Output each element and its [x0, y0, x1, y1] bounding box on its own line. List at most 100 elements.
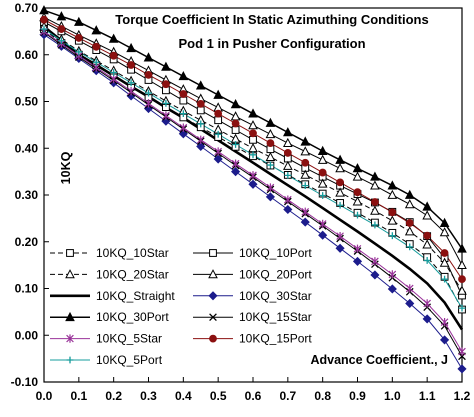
data-point [352, 196, 363, 206]
data-point [387, 215, 398, 225]
data-point [178, 70, 189, 81]
y-tick-label: 0.20 [15, 235, 39, 249]
data-point [127, 61, 135, 69]
data-point [284, 171, 292, 179]
data-point [335, 163, 345, 173]
data-point [92, 42, 101, 51]
legend-marker [209, 313, 217, 322]
legend-marker [208, 291, 218, 301]
data-point [318, 230, 328, 240]
legend-label: 10KQ_20Star [96, 267, 169, 281]
legend-marker [208, 269, 218, 279]
data-point [213, 154, 223, 164]
data-point [336, 178, 344, 187]
data-point [440, 249, 449, 257]
data-point [457, 285, 467, 295]
legend-item: 10KQ_10Port [193, 246, 312, 260]
y-axis-label: 10KQ [59, 151, 73, 184]
legend-marker [209, 334, 217, 343]
data-point [195, 80, 206, 90]
data-point [91, 25, 102, 35]
data-point [352, 163, 363, 173]
data-point [440, 317, 449, 327]
data-point [405, 284, 414, 293]
legend-item: 10KQ_30Star [193, 289, 312, 303]
x-tick-label: 0.8 [314, 389, 331, 403]
data-point [196, 99, 205, 108]
data-point [214, 147, 222, 156]
x-tick-label: 0.6 [245, 389, 262, 403]
data-point [231, 126, 240, 134]
data-point [57, 25, 66, 33]
data-point [388, 208, 397, 217]
data-point [405, 219, 414, 227]
data-point [266, 139, 275, 148]
data-point [457, 243, 467, 253]
data-point [248, 120, 258, 130]
data-point [317, 178, 328, 188]
data-point [196, 106, 205, 115]
data-point [301, 158, 310, 167]
data-point [179, 96, 188, 105]
data-point [196, 141, 206, 151]
data-point [265, 192, 275, 202]
x-tick-label: 0.3 [140, 389, 157, 403]
data-point [336, 201, 344, 209]
data-point [406, 243, 414, 251]
data-point [284, 195, 292, 204]
data-point [404, 226, 415, 236]
data-point [179, 110, 187, 118]
data-point [231, 167, 241, 177]
data-point [387, 284, 397, 294]
legend-label: 10KQ_15Port [239, 332, 312, 346]
chart-subtitle: Pod 1 in Pusher Configuration [178, 36, 365, 51]
data-point [39, 5, 49, 15]
data-point [56, 11, 67, 21]
data-point [231, 159, 240, 168]
legend-marker [65, 311, 75, 322]
data-point [353, 244, 362, 253]
data-point [457, 259, 467, 270]
data-point [109, 51, 118, 60]
data-point [108, 33, 119, 43]
data-point [300, 169, 311, 179]
data-point [317, 154, 328, 164]
legend-marker [66, 249, 74, 257]
x-tick-label: 0.9 [349, 389, 366, 403]
data-point [145, 89, 152, 97]
data-point [423, 231, 432, 240]
y-tick-label: 0.10 [15, 282, 39, 296]
legend-label: 10KQ_15Star [239, 310, 312, 324]
data-point [74, 34, 83, 42]
legend-item: 10KQ_10Star [50, 246, 169, 260]
data-point [423, 299, 431, 308]
legend-item: 10KQ_20Star [50, 267, 169, 281]
data-point [422, 201, 432, 211]
data-point [457, 364, 467, 374]
data-point [249, 151, 257, 159]
legend-label: 10KQ_Straight [96, 289, 175, 303]
data-point [265, 128, 276, 139]
data-point [162, 111, 170, 120]
legend-label: 10KQ_10Port [239, 246, 312, 260]
legend-item: 10KQ_15Port [193, 332, 312, 346]
data-point [58, 37, 65, 45]
data-point [232, 141, 239, 148]
data-point [110, 69, 118, 76]
legend-label: 10KQ_30Star [239, 289, 312, 303]
data-point [214, 109, 223, 118]
data-point [248, 108, 258, 118]
data-point [352, 171, 363, 181]
data-point [197, 120, 205, 128]
data-point [370, 205, 380, 215]
data-point [422, 314, 432, 324]
y-tick-label: 0.70 [15, 1, 39, 15]
legend-label: 10KQ_30Port [96, 310, 169, 324]
data-point [371, 221, 379, 229]
y-tick-label: 0.30 [15, 188, 39, 202]
data-point [75, 48, 83, 56]
legend-marker [66, 356, 74, 364]
data-point [439, 257, 450, 267]
data-point [422, 239, 432, 249]
